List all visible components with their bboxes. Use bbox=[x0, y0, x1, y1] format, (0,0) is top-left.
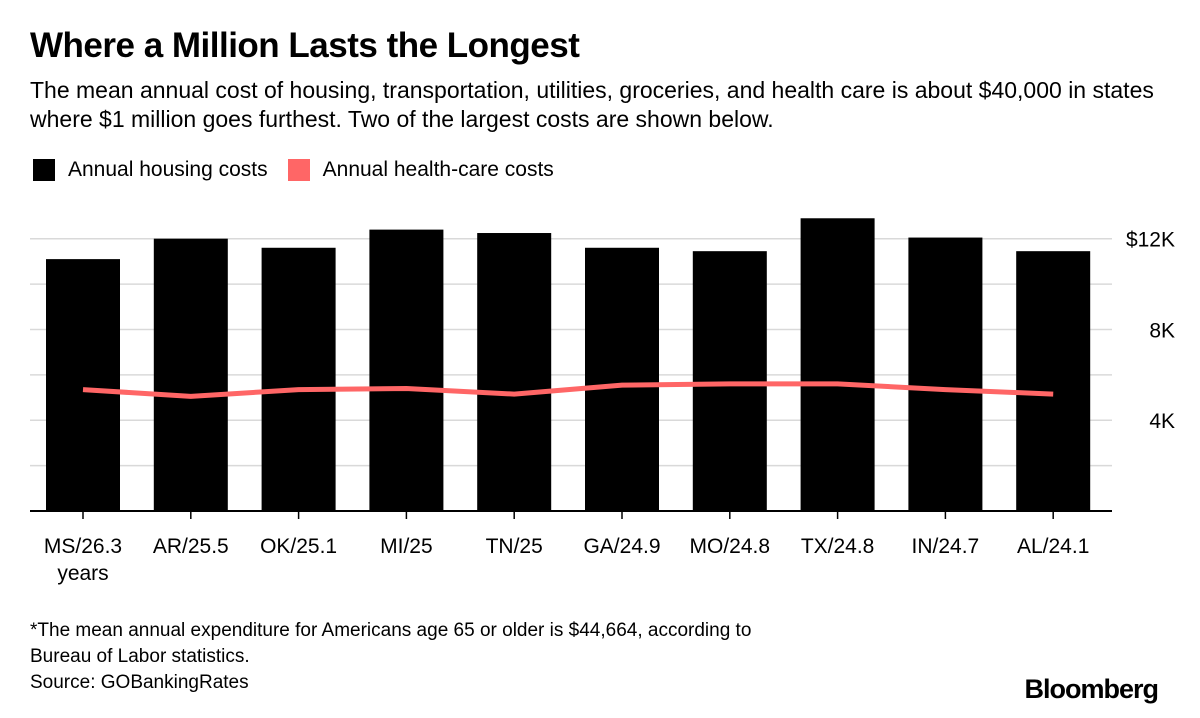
line-health-care bbox=[82, 381, 1054, 399]
bar-housing bbox=[369, 229, 444, 511]
legend-swatch-housing bbox=[33, 159, 55, 181]
bar-housing bbox=[800, 218, 875, 511]
x-tick-sublabel: years bbox=[57, 562, 108, 585]
legend-label-housing: Annual housing costs bbox=[68, 158, 268, 181]
bar-housing bbox=[585, 247, 659, 511]
x-tick-label: OK/25.1 bbox=[260, 535, 337, 558]
y-tick-label: 8K bbox=[1149, 319, 1175, 342]
x-tick-label: TN/25 bbox=[486, 535, 543, 558]
bar-housing bbox=[692, 251, 767, 511]
x-tick-label: GA/24.9 bbox=[583, 535, 660, 558]
chart-subtitle: The mean annual cost of housing, transpo… bbox=[30, 77, 1154, 132]
bar-housing bbox=[1016, 251, 1091, 511]
bar-housing bbox=[153, 238, 228, 511]
x-tick-label: IN/24.7 bbox=[912, 535, 980, 558]
bar-housing bbox=[477, 233, 552, 511]
footnote-line-2: Bureau of Labor statistics. bbox=[30, 646, 250, 667]
footnote-line-1: *The mean annual expenditure for America… bbox=[30, 620, 752, 641]
x-tick-label: MI/25 bbox=[380, 535, 433, 558]
bar-housing bbox=[261, 247, 336, 511]
source-note: Source: GOBankingRates bbox=[30, 672, 249, 693]
bloomberg-logo: Bloomberg bbox=[1024, 674, 1159, 704]
x-tick-label: MO/24.8 bbox=[690, 535, 771, 558]
chart-title: Where a Million Lasts the Longest bbox=[30, 26, 580, 65]
footnote: *The mean annual expenditure for America… bbox=[30, 618, 751, 696]
x-tick-label: MS/26.3 bbox=[44, 535, 122, 558]
legend: Annual housing costs Annual health-care … bbox=[33, 157, 574, 183]
legend-item-health-care: Annual health-care costs bbox=[287, 158, 554, 182]
legend-label-health-care: Annual health-care costs bbox=[322, 158, 554, 181]
chart-plot: 4K 8K $12K MS/26.3 years AR/25.5 OK/25.1 MI/25 T… bbox=[30, 218, 1175, 585]
legend-swatch-health-care bbox=[287, 159, 310, 181]
y-tick-label: $12K bbox=[1126, 229, 1175, 252]
bar-housing bbox=[46, 259, 120, 511]
x-tick-label: AL/24.1 bbox=[1017, 535, 1089, 558]
x-tick-label: AR/25.5 bbox=[153, 535, 229, 558]
legend-item-housing: Annual housing costs bbox=[33, 158, 268, 182]
x-tick-label: TX/24.8 bbox=[801, 535, 875, 558]
bar-housing bbox=[908, 237, 983, 512]
y-tick-label: 4K bbox=[1149, 410, 1175, 433]
